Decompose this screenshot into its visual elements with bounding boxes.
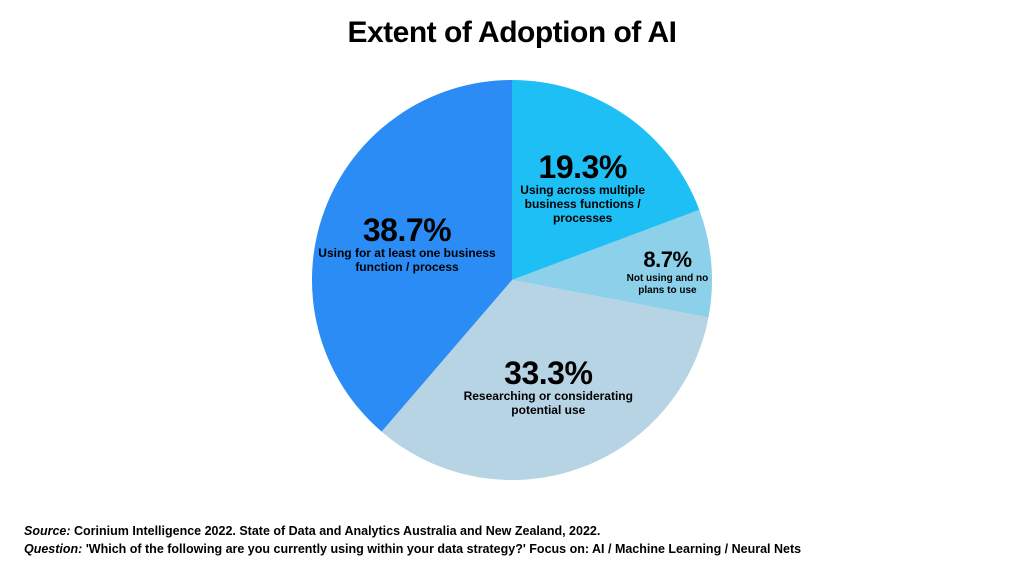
slice-sub: processes: [553, 211, 613, 225]
pie-chart-container: 19.3%Using across multiplebusiness funct…: [0, 70, 1024, 495]
pie-chart: 19.3%Using across multiplebusiness funct…: [302, 70, 722, 490]
slice-sub: function / process: [355, 260, 459, 274]
slice-sub: potential use: [511, 403, 585, 417]
source-line: Source: Corinium Intelligence 2022. Stat…: [24, 522, 801, 540]
slice-pct: 19.3%: [539, 149, 627, 185]
chart-title: Extent of Adoption of AI: [0, 16, 1024, 50]
slice-sub: business functions /: [525, 197, 642, 211]
question-text: 'Which of the following are you currentl…: [86, 542, 801, 556]
slice-pct: 8.7%: [643, 247, 691, 272]
chart-footer: Source: Corinium Intelligence 2022. Stat…: [24, 522, 801, 558]
slice-sub: Using for at least one business: [318, 246, 496, 260]
source-prefix: Source:: [24, 524, 74, 538]
slice-sub: Using across multiple: [520, 183, 645, 197]
slice-sub: plans to use: [638, 285, 697, 296]
slice-pct: 38.7%: [363, 212, 451, 248]
slice-sub: Not using and no: [627, 273, 709, 284]
question-line: Question: 'Which of the following are yo…: [24, 540, 801, 558]
slice-pct: 33.3%: [504, 355, 592, 391]
source-text: Corinium Intelligence 2022. State of Dat…: [74, 524, 600, 538]
question-prefix: Question:: [24, 542, 86, 556]
slice-sub: Researching or considerating: [464, 389, 633, 403]
